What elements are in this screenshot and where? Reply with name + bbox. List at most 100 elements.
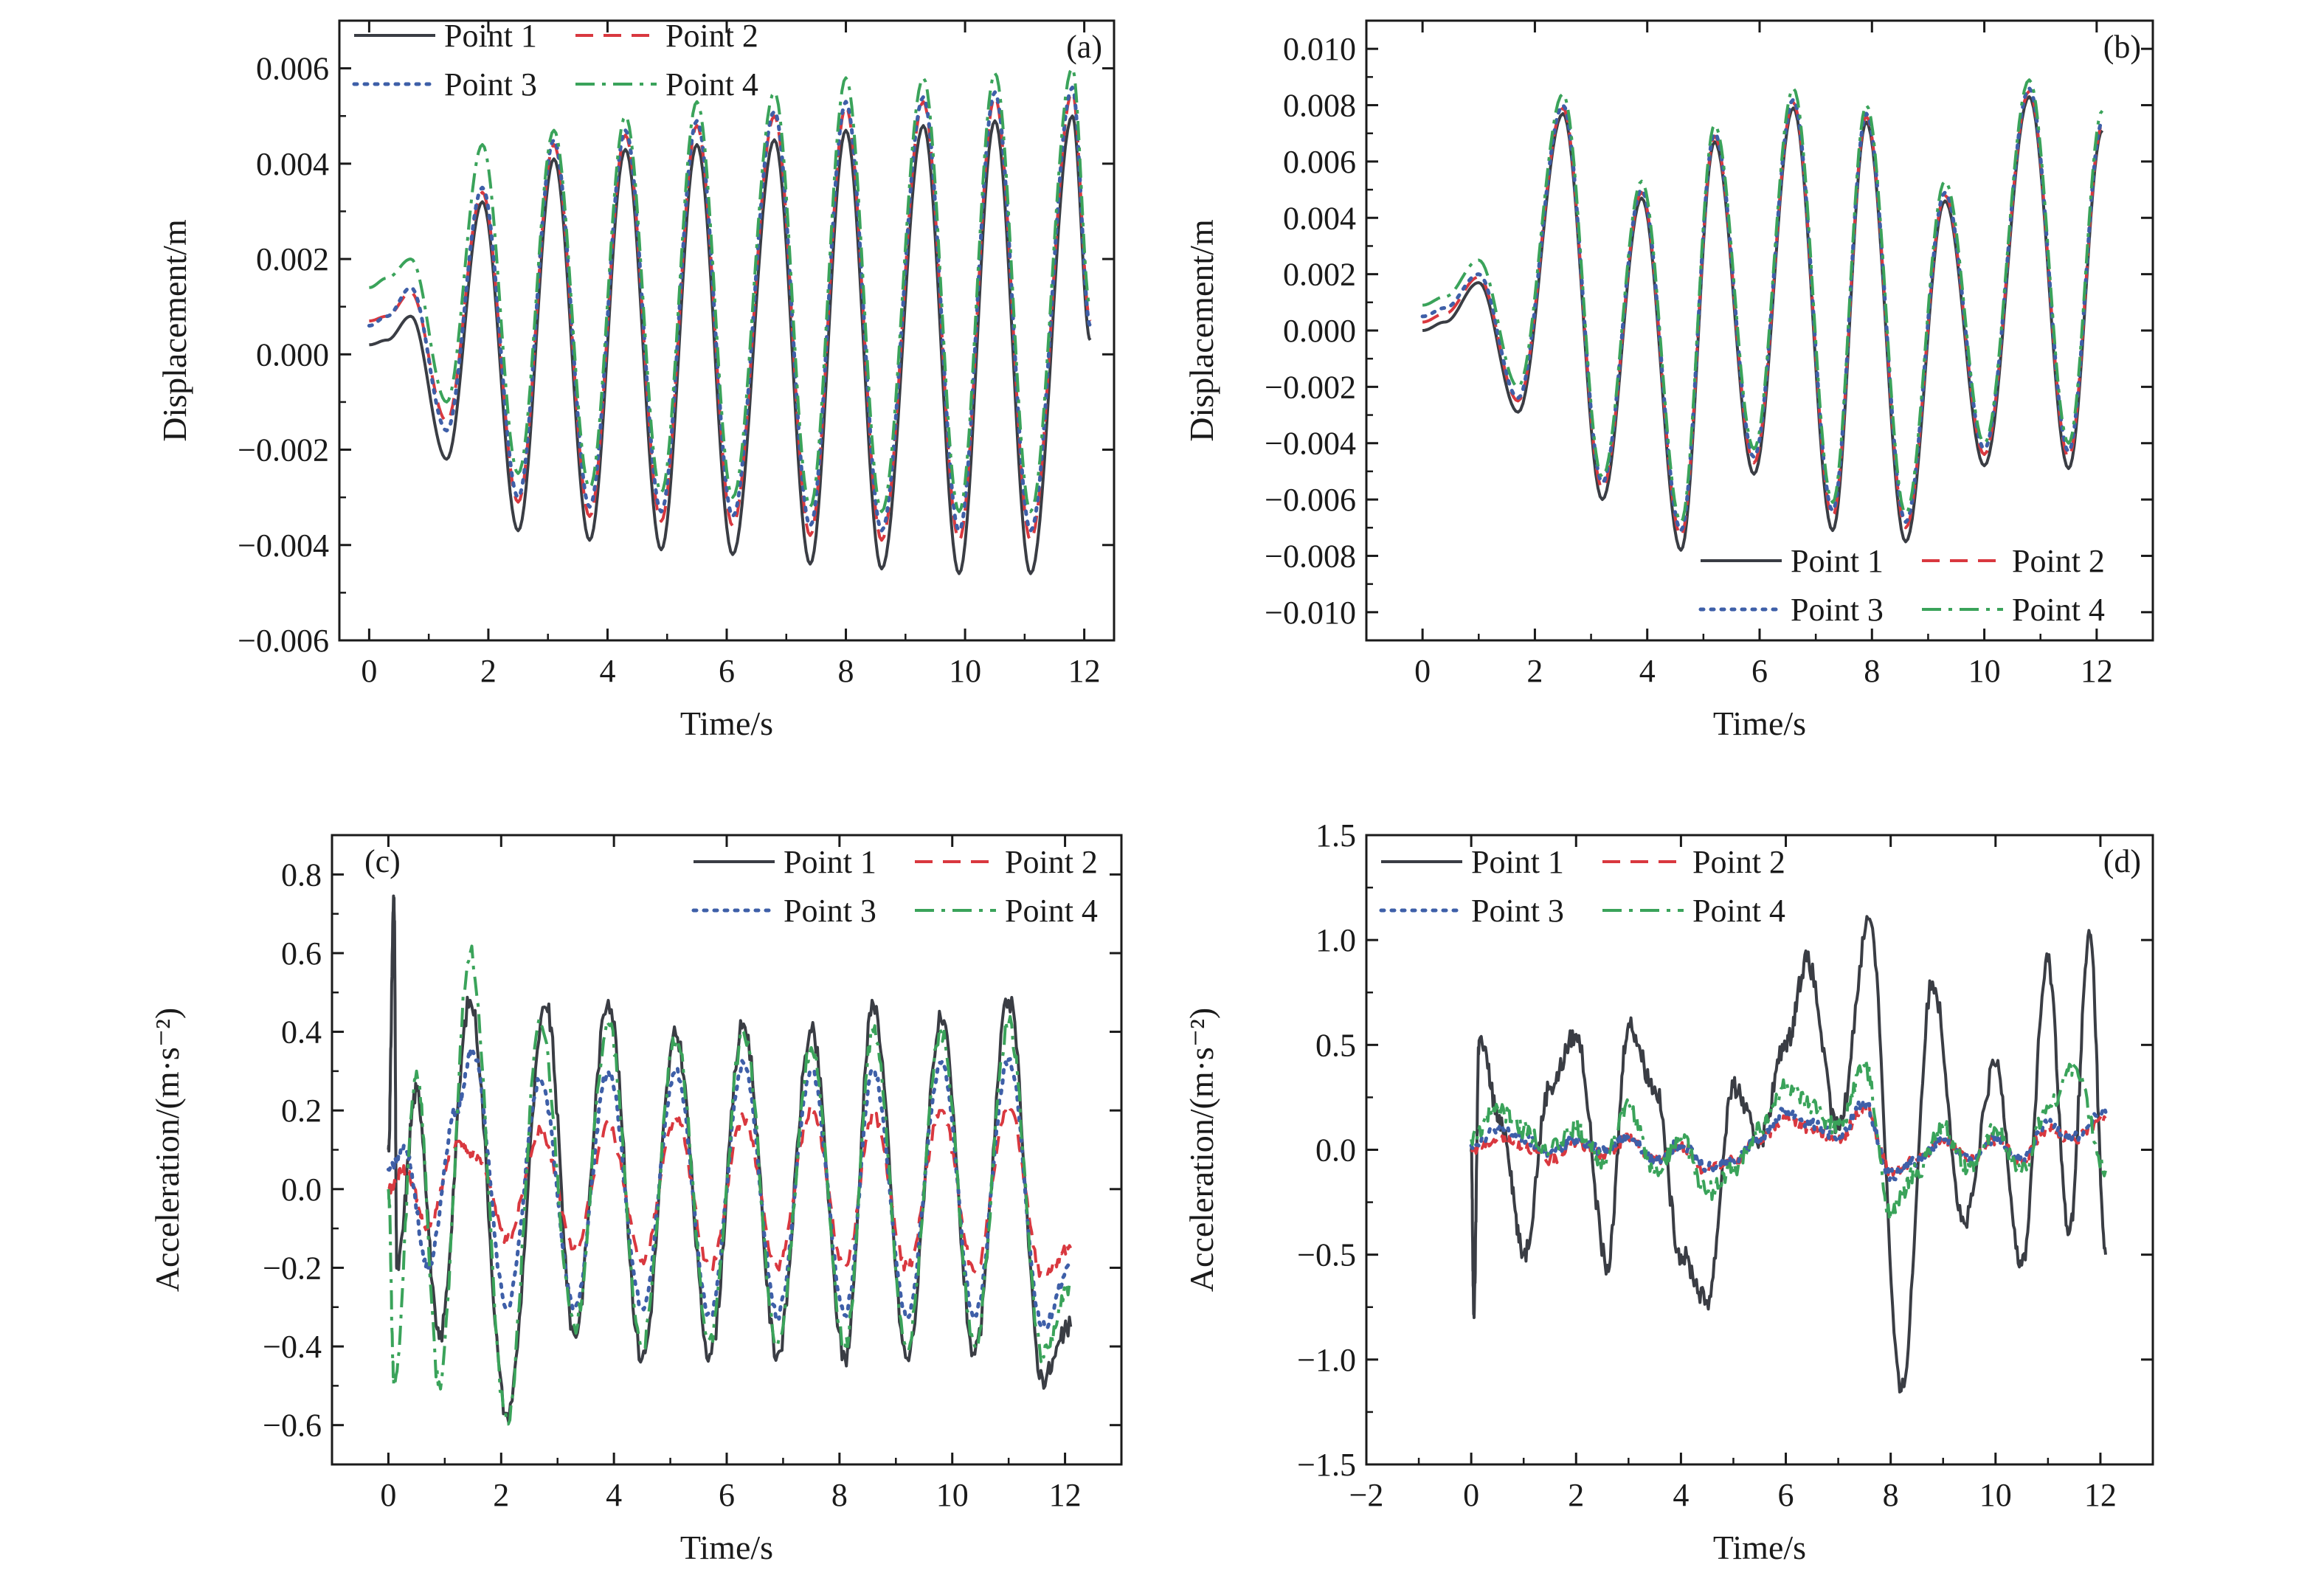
y-tick-label: −0.002 [1265, 369, 1356, 405]
x-tick-label: 6 [1778, 1477, 1794, 1513]
y-tick-label: −0.6 [263, 1408, 322, 1444]
panel-label: (d) [2103, 843, 2141, 879]
legend-label: Point 1 [444, 18, 537, 54]
chart-panel-c: 0 2 4 6 8 10 12 −0.6 −0.4 −0.2 0.0 0.2 0.4 0.6 0.8 Time… [148, 834, 1123, 1566]
panel-label: (c) [364, 843, 401, 879]
y-tick-label: −0.004 [238, 527, 329, 564]
series-line-point-4 [1422, 78, 2104, 524]
y-tick-label: 0.000 [256, 336, 329, 373]
series-line-point-2 [387, 1103, 1072, 1278]
x-tick-label: 4 [599, 653, 615, 689]
x-axis-title: Time/s [680, 1529, 773, 1566]
plot-frame [331, 834, 1123, 1466]
series-line-point-4 [387, 944, 1073, 1426]
y-tick-label: −0.2 [263, 1250, 322, 1286]
x-tick-label: −2 [1349, 1477, 1384, 1513]
x-tick-label: 4 [1639, 653, 1656, 689]
chart-panel-b: 0 2 4 6 8 10 12 −0.010 −0.008 −0.006 −0.004 −0.002 0… [1183, 19, 2154, 742]
y-tick-label: 1.5 [1315, 817, 1356, 854]
y-tick-label: 0.0 [281, 1172, 322, 1208]
legend-label: Point 2 [1692, 844, 1785, 880]
x-tick-label: 4 [1673, 1477, 1689, 1513]
y-tick-label: 0.4 [281, 1014, 322, 1051]
y-tick-label: 0.004 [256, 146, 329, 182]
y-tick-label: 0.002 [1283, 257, 1356, 293]
legend-label: Point 1 [1791, 543, 1884, 579]
legend-label: Point 3 [784, 893, 876, 929]
x-tick-label: 12 [2084, 1477, 2117, 1513]
legend-label: Point 4 [2012, 592, 2105, 628]
chart-panel-d: −2 0 2 4 6 8 10 12 −1.5 −1.0 −0.5 0.0 0.5 1.0 1.5 Time/… [1183, 817, 2154, 1566]
series-line-point-1 [1422, 95, 2104, 552]
x-tick-label: 2 [1526, 653, 1543, 689]
y-tick-label: 0.5 [1315, 1027, 1356, 1063]
x-tick-label: 12 [1049, 1477, 1082, 1513]
x-axis-title: Time/s [1713, 1529, 1806, 1566]
y-tick-label: 0.004 [1283, 200, 1356, 236]
x-tick-label: 6 [719, 653, 735, 689]
x-tick-label: 8 [831, 1477, 848, 1513]
x-axis-title: Time/s [680, 705, 773, 742]
y-tick-label: −0.004 [1265, 426, 1356, 462]
x-tick-label: 6 [719, 1477, 735, 1513]
y-tick-label: −0.010 [1265, 595, 1356, 631]
y-axis-title: Acceleration/(m·s⁻²) [148, 1008, 186, 1292]
x-tick-label: 8 [1883, 1477, 1899, 1513]
series-line-point-3 [367, 86, 1093, 533]
y-axis-title: Displacement/m [156, 219, 193, 442]
x-tick-label: 0 [380, 1477, 396, 1513]
panel-label: (a) [1066, 29, 1102, 65]
x-tick-label: 2 [480, 653, 497, 689]
x-tick-label: 0 [361, 653, 377, 689]
series-line-point-3 [1469, 1099, 2108, 1183]
x-tick-label: 2 [1568, 1477, 1584, 1513]
y-tick-label: 0.0 [1315, 1132, 1356, 1169]
legend-label: Point 4 [1005, 893, 1098, 929]
y-tick-label: −0.008 [1265, 538, 1356, 574]
y-tick-label: 0.000 [1283, 313, 1356, 349]
series-line-point-2 [368, 90, 1092, 542]
series-line-point-4 [368, 66, 1092, 513]
chart-panel-a: 0 2 4 6 8 10 12 −0.006 −0.004 −0.002 0.000 0.002 0.0… [156, 18, 1116, 742]
x-axis-title: Time/s [1713, 705, 1806, 742]
y-tick-label: 0.002 [256, 241, 329, 277]
y-tick-label: 0.006 [1283, 144, 1356, 180]
legend-label: Point 1 [784, 844, 876, 880]
x-tick-label: 10 [1979, 1477, 2012, 1513]
series-line-point-4 [1470, 1058, 2107, 1222]
x-tick-label: 2 [493, 1477, 509, 1513]
legend-label: Point 3 [1791, 592, 1884, 628]
x-tick-label: 8 [838, 653, 854, 689]
x-tick-label: 8 [1864, 653, 1880, 689]
legend-label: Point 2 [2012, 543, 2105, 579]
y-tick-label: 0.6 [281, 935, 322, 972]
x-tick-label: 12 [2081, 653, 2113, 689]
legend-label: Point 3 [444, 66, 537, 103]
y-tick-label: 0.8 [281, 857, 322, 893]
y-tick-label: −1.0 [1297, 1342, 1356, 1378]
y-tick-label: −1.5 [1297, 1447, 1356, 1483]
legend-label: Point 3 [1471, 893, 1564, 929]
legend-label: Point 2 [1005, 844, 1098, 880]
legend-label: Point 2 [665, 18, 758, 54]
legend-label: Point 4 [665, 66, 758, 103]
x-tick-label: 6 [1751, 653, 1768, 689]
legend-label: Point 4 [1692, 893, 1785, 929]
legend-label: Point 1 [1471, 844, 1564, 880]
series-line-point-1 [368, 114, 1092, 575]
y-tick-label: −0.006 [238, 623, 329, 659]
y-axis-title: Acceleration/(m·s⁻²) [1183, 1008, 1220, 1292]
panel-label: (b) [2103, 29, 2141, 65]
x-tick-label: 12 [1068, 653, 1101, 689]
x-tick-label: 10 [936, 1477, 969, 1513]
y-tick-label: 0.010 [1283, 31, 1356, 67]
x-tick-label: 0 [1463, 1477, 1479, 1513]
y-tick-label: −0.4 [263, 1329, 322, 1365]
x-tick-label: 10 [949, 653, 981, 689]
series-line-point-3 [386, 1047, 1073, 1331]
y-tick-label: 0.2 [281, 1093, 322, 1129]
y-axis-title: Displacement/m [1183, 219, 1220, 442]
y-tick-label: −0.006 [1265, 482, 1356, 518]
x-tick-label: 10 [1968, 653, 2001, 689]
